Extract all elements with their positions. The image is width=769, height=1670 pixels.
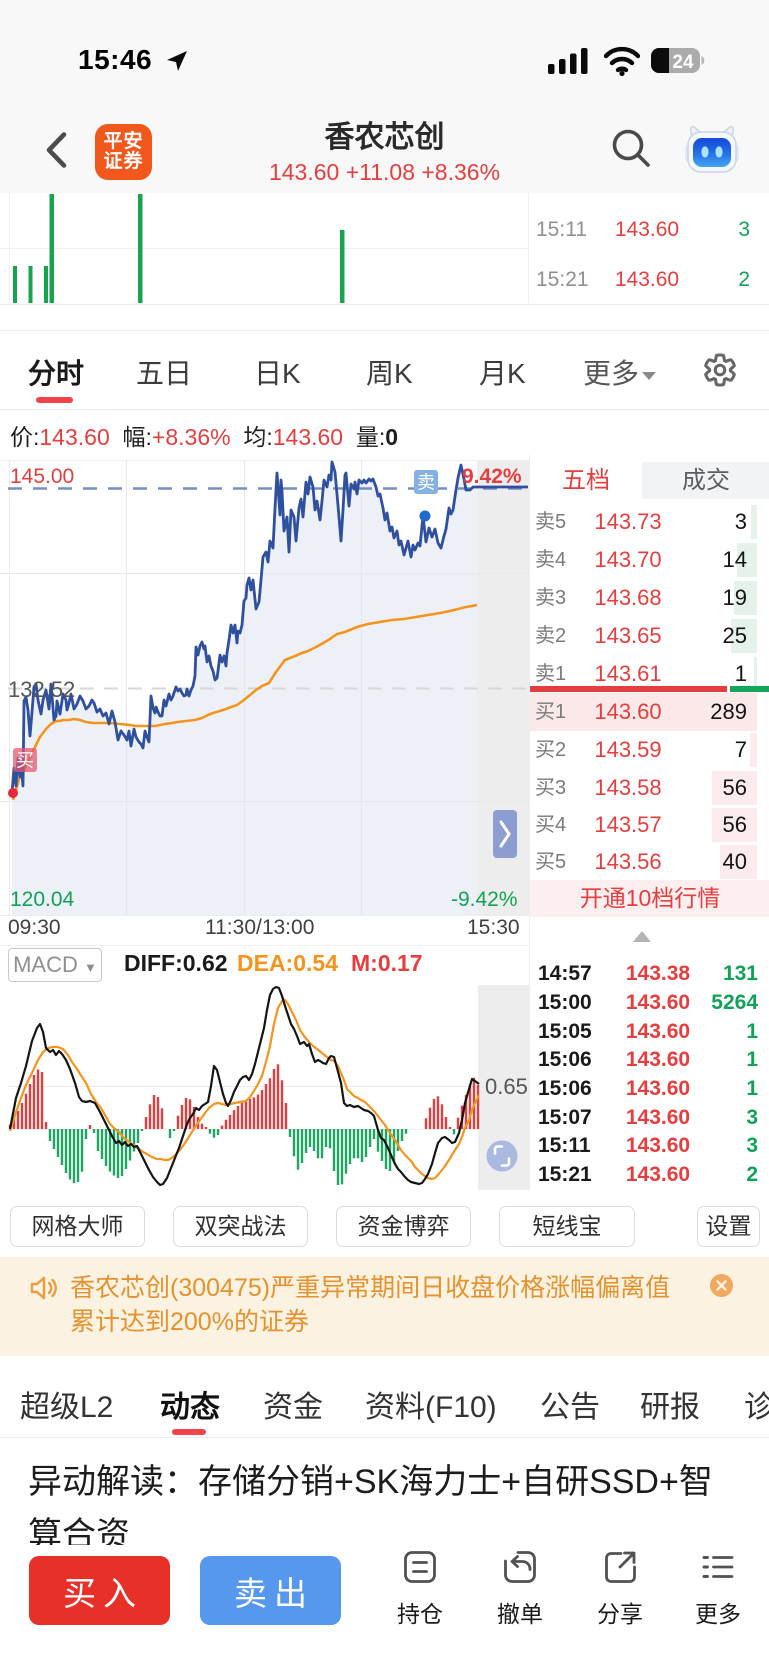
svg-text:24: 24 — [672, 52, 694, 73]
svg-text:买: 买 — [16, 751, 34, 771]
svg-text:卖: 卖 — [417, 473, 435, 493]
